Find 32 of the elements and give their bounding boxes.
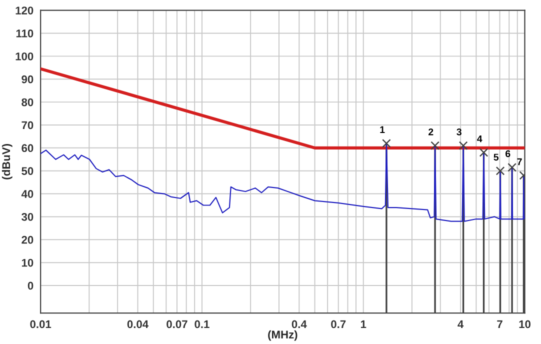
x-tick-label: 0.1 [194,320,210,328]
x-tick-label: 4 [458,320,464,328]
x-axis-title: (MHz) [268,330,298,341]
annotation: 2 [428,128,434,136]
y-tick-label: 100 [16,52,34,60]
y-tick-label: 10 [22,258,34,267]
annotation: 3 [456,128,462,136]
y-tick-label: 70 [22,121,34,130]
x-tick-label: 7 [497,320,502,328]
y-axis-title: (dBuV) [2,144,12,180]
x-tick-label: 0.04 [127,320,148,328]
x-tick-label: 0.01 [30,320,52,328]
annotation: 6 [506,150,510,158]
y-tick-label: 20 [22,236,34,244]
y-tick-label: 90 [22,75,34,84]
x-tick-label: 0.7 [331,320,346,328]
y-tick-label: 60 [22,144,34,152]
annotation: 4 [477,135,482,142]
y-tick-label: 0 [28,282,34,290]
y-tick-label: 30 [22,212,34,221]
x-tick-label: 0.07 [166,320,188,328]
x-tick-label: 10 [519,320,530,328]
y-tick-label: 120 [16,6,34,14]
annotation: 1 [380,126,385,133]
annotation: 5 [494,154,499,161]
y-tick-label: 80 [22,98,34,106]
y-tick-label: 50 [22,167,34,175]
y-tick-label: 40 [21,190,34,198]
x-tick-label: 0.4 [292,320,307,328]
y-tick-label: 110 [16,30,34,38]
annotation: 7 [517,158,522,166]
x-tick-label: 1 [360,320,366,328]
